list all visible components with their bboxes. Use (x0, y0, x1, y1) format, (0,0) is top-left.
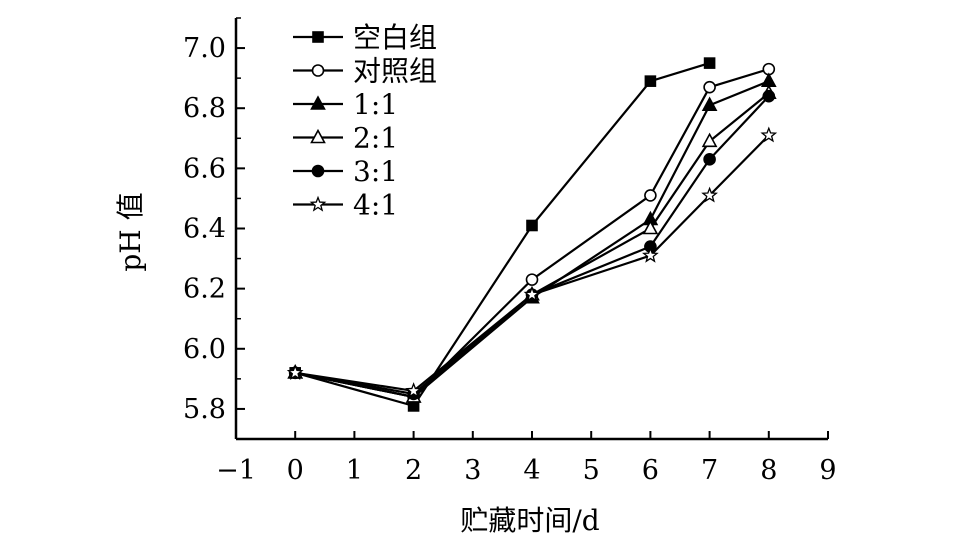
y-tick-label: 6.8 (183, 93, 226, 124)
legend-label: 空白组 (353, 21, 437, 54)
series-layer (286, 57, 778, 412)
legend-item: 1:1 (293, 88, 398, 121)
y-tick-label: 6.2 (183, 274, 226, 305)
x-tick-label: 1 (346, 455, 363, 486)
y-tick-label: 5.8 (183, 394, 226, 425)
x-tick-label: 7 (701, 455, 718, 486)
x-tick-label: 8 (760, 455, 777, 486)
series-line (294, 92, 770, 399)
x-tick-label: 0 (287, 455, 304, 486)
x-tick-label: 2 (405, 455, 422, 486)
x-tick-label: −1 (216, 455, 256, 486)
y-tick-label: 6.0 (183, 334, 226, 365)
data-point-marker (703, 153, 716, 166)
series-4:1 (286, 126, 778, 399)
legend-label: 对照组 (353, 55, 437, 88)
legend-item: 空白组 (293, 21, 437, 54)
data-point-marker (310, 95, 326, 110)
x-tick-label: 5 (583, 455, 600, 486)
y-axis-ticks: 5.8 6.0 6.2 6.4 6.6 6.8 7.0 (183, 17, 245, 440)
x-axis-title: 贮藏时间/d (460, 504, 599, 537)
data-point-marker (526, 219, 538, 232)
series-line (295, 134, 770, 393)
legend-label: 3:1 (353, 155, 398, 188)
data-point-marker (762, 89, 776, 103)
legend-item: 3:1 (293, 155, 398, 188)
y-tick-label: 6.4 (183, 214, 226, 245)
data-point-marker (760, 126, 778, 143)
data-point-marker (525, 273, 539, 286)
data-point-marker (701, 132, 718, 148)
data-point-marker (642, 246, 659, 263)
y-axis-title: pH 值 (114, 192, 147, 271)
x-tick-label: 6 (642, 455, 659, 486)
data-point-marker (642, 219, 659, 235)
data-point-marker (311, 164, 325, 178)
x-tick-label: 9 (819, 455, 836, 486)
data-point-marker (703, 80, 716, 94)
data-point-marker (310, 128, 326, 144)
data-point-marker (703, 57, 716, 69)
data-point-marker (644, 189, 657, 202)
data-point-marker (644, 75, 657, 87)
data-point-marker (523, 285, 541, 302)
legend-item: 2:1 (293, 122, 398, 155)
legend-label: 1:1 (353, 88, 398, 121)
legend-label: 2:1 (353, 122, 398, 155)
x-tick-label: 3 (464, 455, 481, 486)
data-point-marker (286, 364, 304, 380)
data-point-marker (405, 382, 422, 399)
legend-label: 4:1 (353, 189, 398, 222)
data-point-marker (312, 31, 324, 43)
x-axis-ticks: −1 0 1 2 3 4 5 6 7 8 9 (216, 431, 837, 486)
data-point-marker (311, 64, 325, 77)
legend-item: 4:1 (293, 189, 398, 222)
axes: 5.8 6.0 6.2 6.4 6.6 6.8 7.0 −1 0 1 2 3 4 5 6 7 8 9 (183, 17, 837, 486)
data-point-marker (309, 195, 327, 212)
y-tick-label: 7.0 (183, 33, 226, 64)
y-tick-label: 6.6 (183, 153, 226, 184)
data-point-marker (701, 96, 718, 112)
legend-item: 对照组 (293, 55, 437, 88)
data-point-marker (760, 72, 777, 87)
x-tick-label: 4 (523, 455, 540, 486)
data-point-marker (701, 186, 718, 203)
series-line (295, 95, 770, 396)
